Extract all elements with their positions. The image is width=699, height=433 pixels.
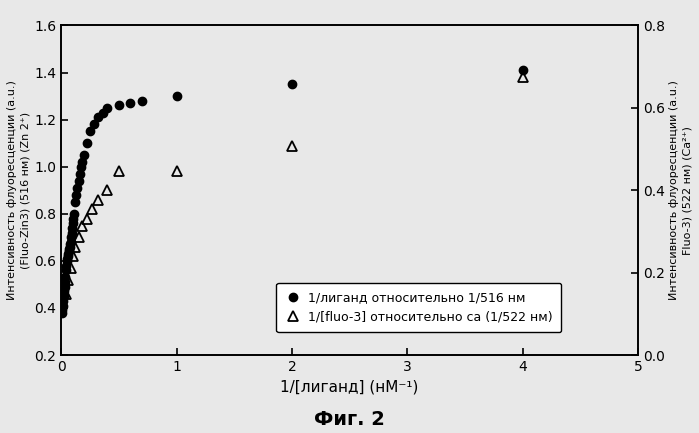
1/лиганд относительно 1/516 нм bbox=[64, 251, 73, 256]
1/лиганд относительно 1/516 нм bbox=[69, 220, 77, 226]
1/лиганд относительно 1/516 нм bbox=[60, 284, 69, 289]
Y-axis label: Интенсивность флуоресценции (a.u.)
Fluo-3) (522 нм) (Ca²⁺): Интенсивность флуоресценции (a.u.) Fluo-… bbox=[669, 80, 692, 300]
X-axis label: 1/[лиганд] (нМ⁻¹): 1/[лиганд] (нМ⁻¹) bbox=[280, 379, 419, 394]
1/лиганд относительно 1/516 нм bbox=[59, 298, 67, 304]
1/лиганд относительно 1/516 нм bbox=[519, 68, 527, 73]
1/лиганд относительно 1/516 нм bbox=[62, 263, 71, 268]
1/лиганд относительно 1/516 нм bbox=[82, 141, 91, 146]
1/лиганд относительно 1/516 нм bbox=[73, 185, 82, 191]
1/лиганд относительно 1/516 нм bbox=[66, 244, 74, 249]
1/лиганд относительно 1/516 нм bbox=[69, 216, 78, 221]
1/лиганд относительно 1/516 нм bbox=[68, 230, 76, 235]
1/лиганд относительно 1/516 нм bbox=[60, 289, 69, 294]
1/лиганд относительно 1/516 нм bbox=[94, 115, 102, 120]
1/лиганд относительно 1/516 нм bbox=[86, 129, 94, 134]
1/лиганд относительно 1/516 нм bbox=[63, 256, 71, 261]
1/[fluo-3] относительно ca (1/522 нм) bbox=[103, 187, 112, 193]
1/лиганд относительно 1/516 нм bbox=[61, 279, 69, 284]
1/[fluo-3] относительно ca (1/522 нм) bbox=[82, 216, 91, 221]
1/лиганд относительно 1/516 нм bbox=[115, 103, 123, 108]
1/лиганд относительно 1/516 нм bbox=[138, 98, 146, 103]
Text: Фиг. 2: Фиг. 2 bbox=[314, 410, 385, 429]
1/лиганд относительно 1/516 нм bbox=[66, 242, 74, 247]
1/лиганд относительно 1/516 нм bbox=[78, 159, 86, 165]
1/лиганд относительно 1/516 нм bbox=[63, 258, 71, 263]
1/[fluo-3] относительно ca (1/522 нм) bbox=[66, 265, 75, 271]
1/[fluo-3] относительно ca (1/522 нм) bbox=[288, 143, 296, 148]
1/лиганд относительно 1/516 нм bbox=[288, 82, 296, 87]
1/[fluo-3] относительно ca (1/522 нм) bbox=[69, 254, 77, 259]
Y-axis label: Интенсивность флуоресценции (a.u.)
(Fluo-Zin3) (516 нм) (Zn 2⁺): Интенсивность флуоресценции (a.u.) (Fluo… bbox=[7, 80, 30, 300]
1/лиганд относительно 1/516 нм bbox=[75, 171, 84, 176]
1/[fluo-3] относительно ca (1/522 нм) bbox=[74, 235, 82, 240]
1/[fluo-3] относительно ca (1/522 нм) bbox=[71, 244, 79, 249]
1/лиганд относительно 1/516 нм bbox=[59, 303, 67, 308]
1/лиганд относительно 1/516 нм bbox=[127, 100, 135, 106]
Line: 1/лиганд относительно 1/516 нм: 1/лиганд относительно 1/516 нм bbox=[58, 66, 526, 317]
1/[fluo-3] относительно ca (1/522 нм) bbox=[173, 169, 181, 174]
1/лиганд относительно 1/516 нм bbox=[58, 310, 66, 315]
1/лиганд относительно 1/516 нм bbox=[62, 275, 70, 280]
1/[fluo-3] относительно ca (1/522 нм) bbox=[62, 291, 70, 297]
1/лиганд относительно 1/516 нм bbox=[89, 122, 98, 127]
1/лиганд относительно 1/516 нм bbox=[72, 192, 80, 197]
Legend: 1/лиганд относительно 1/516 нм, 1/[fluo-3] относительно ca (1/522 нм): 1/лиганд относительно 1/516 нм, 1/[fluo-… bbox=[276, 283, 561, 333]
1/[fluo-3] относительно ca (1/522 нм) bbox=[519, 74, 527, 80]
1/лиганд относительно 1/516 нм bbox=[65, 246, 73, 252]
1/лиганд относительно 1/516 нм bbox=[64, 249, 73, 254]
1/[fluo-3] относительно ca (1/522 нм) bbox=[94, 197, 102, 202]
1/лиганд относительно 1/516 нм bbox=[66, 239, 75, 245]
Line: 1/[fluo-3] относительно ca (1/522 нм): 1/[fluo-3] относительно ca (1/522 нм) bbox=[61, 72, 527, 299]
1/лиганд относительно 1/516 нм bbox=[64, 254, 72, 259]
1/[fluo-3] относительно ca (1/522 нм) bbox=[64, 277, 73, 282]
1/лиганд относительно 1/516 нм bbox=[59, 294, 68, 299]
1/лиганд относительно 1/516 нм bbox=[67, 235, 75, 240]
1/лиганд относительно 1/516 нм bbox=[173, 94, 181, 99]
1/лиганд относительно 1/516 нм bbox=[71, 200, 79, 205]
1/[fluo-3] относительно ca (1/522 нм) bbox=[78, 223, 86, 228]
1/лиганд относительно 1/516 нм bbox=[70, 211, 78, 216]
1/лиганд относительно 1/516 нм bbox=[77, 164, 85, 169]
1/лиганд относительно 1/516 нм bbox=[80, 152, 89, 158]
1/лиганд относительно 1/516 нм bbox=[58, 308, 66, 313]
1/лиганд относительно 1/516 нм bbox=[103, 105, 112, 110]
1/лиганд относительно 1/516 нм bbox=[99, 110, 107, 115]
1/лиганд относительно 1/516 нм bbox=[74, 178, 82, 184]
1/лиганд относительно 1/516 нм bbox=[62, 268, 70, 273]
1/[fluo-3] относительно ca (1/522 нм) bbox=[88, 207, 96, 212]
1/[fluo-3] относительно ca (1/522 нм) bbox=[115, 169, 123, 174]
1/лиганд относительно 1/516 нм bbox=[68, 225, 76, 230]
